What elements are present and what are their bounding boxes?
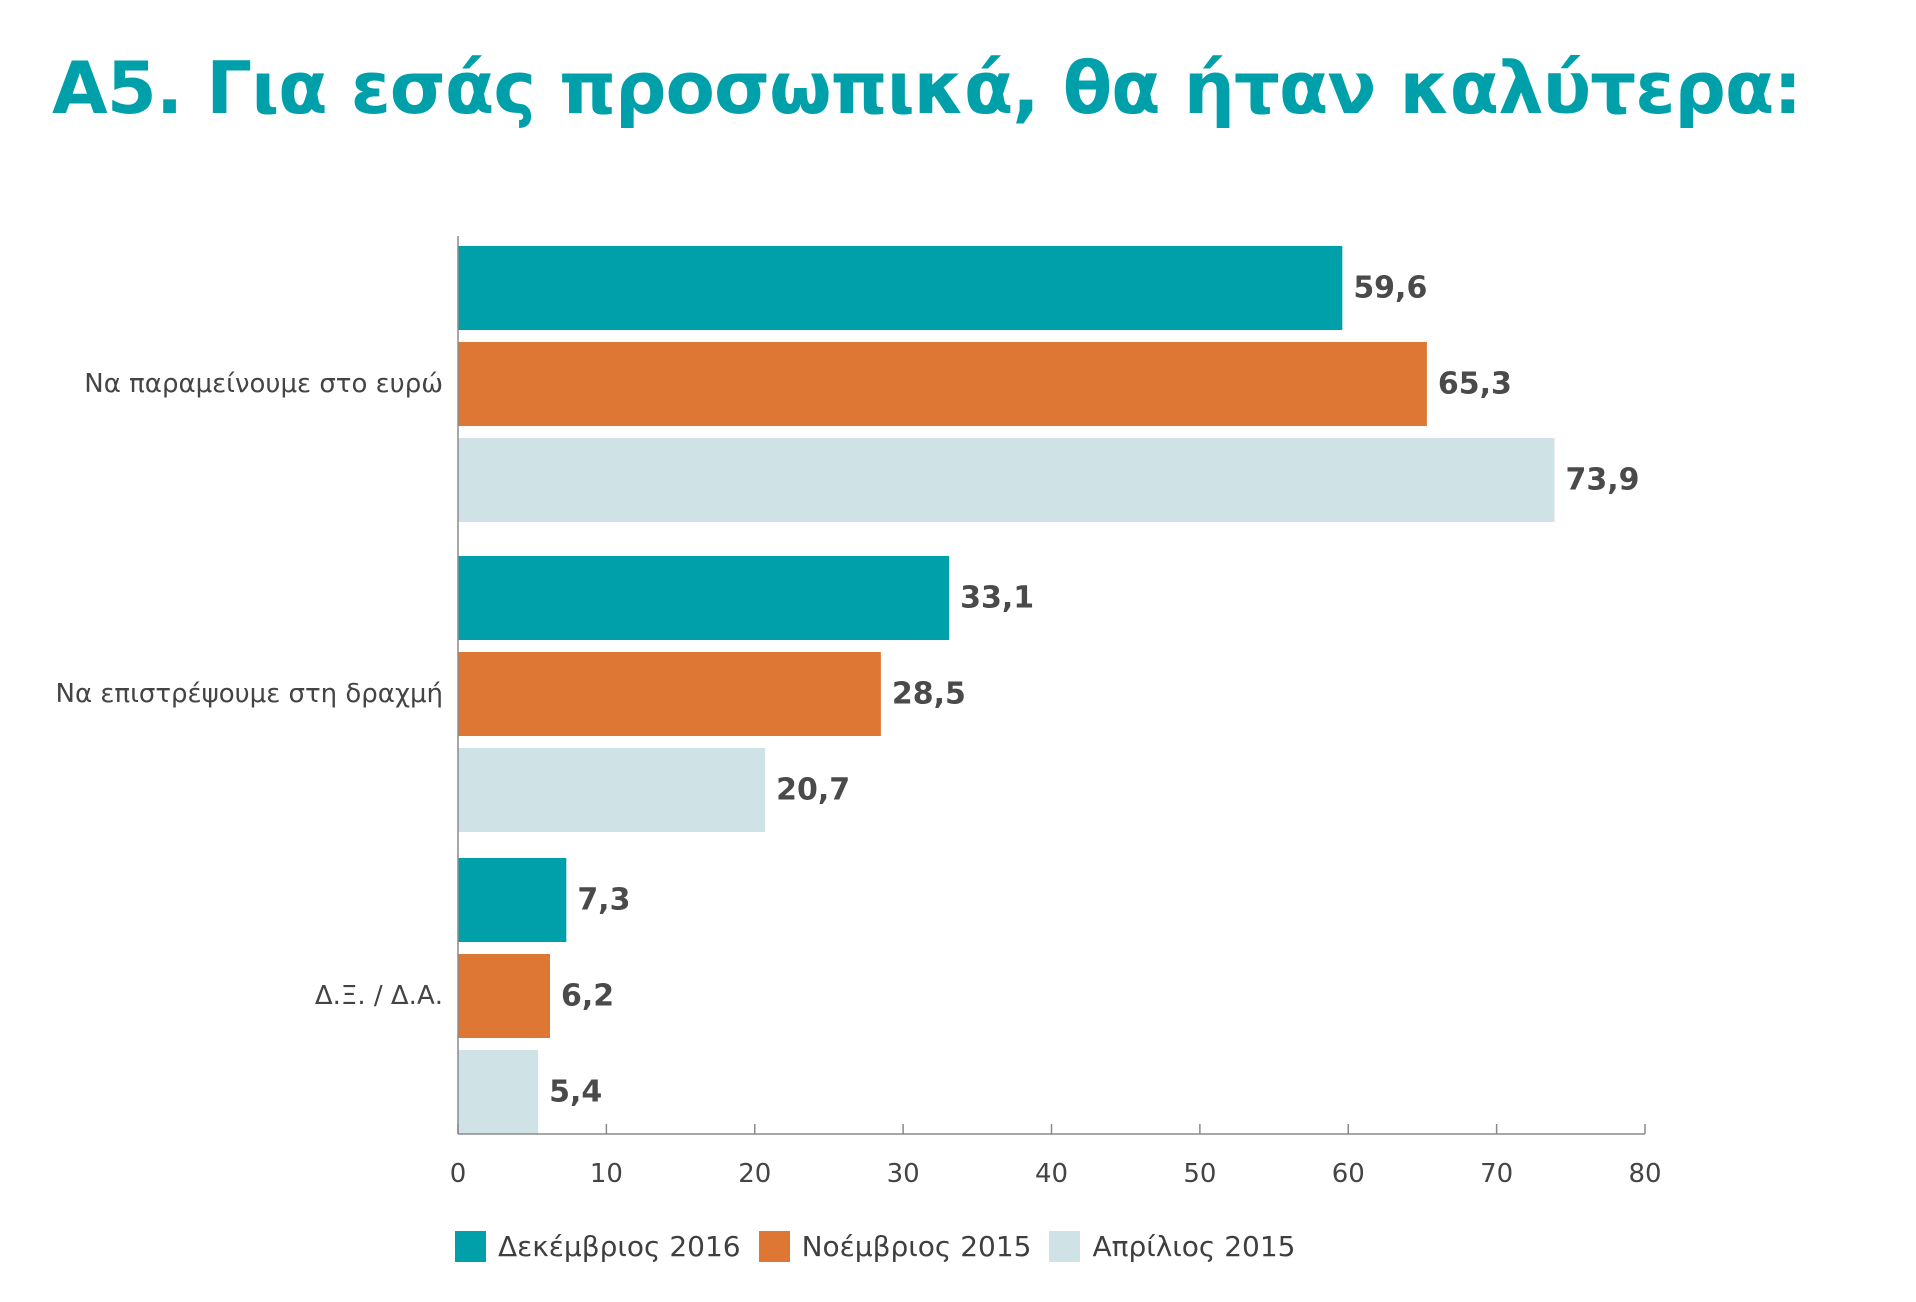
legend-swatch <box>455 1231 486 1262</box>
bar <box>458 954 550 1038</box>
legend-item: Απρίλιος 2015 <box>1049 1230 1296 1263</box>
bar <box>458 438 1555 522</box>
bar <box>458 342 1427 426</box>
data-label: 28,5 <box>892 677 966 712</box>
x-tick-label: 50 <box>1183 1159 1216 1189</box>
bar <box>458 652 881 736</box>
x-tick-label: 40 <box>1035 1159 1068 1189</box>
x-tick-label: 70 <box>1480 1159 1513 1189</box>
x-tick-label: 80 <box>1628 1159 1661 1189</box>
chart-title: Α5. Για εσάς προσωπικά, θα ήταν καλύτερα… <box>52 46 1802 130</box>
data-label: 6,2 <box>561 979 614 1014</box>
legend-item: Νοέμβριος 2015 <box>758 1230 1032 1263</box>
legend-swatch <box>1049 1231 1081 1262</box>
data-label: 5,4 <box>549 1075 602 1110</box>
bar <box>458 858 567 942</box>
data-label: 73,9 <box>1565 463 1639 498</box>
x-tick-label: 10 <box>590 1159 623 1189</box>
data-label: 7,3 <box>577 883 630 918</box>
bar <box>458 1050 539 1134</box>
legend-label: Δεκέμβριος 2016 <box>498 1230 741 1263</box>
data-label: 65,3 <box>1438 367 1512 402</box>
bar <box>458 748 766 832</box>
legend-item: Δεκέμβριος 2016 <box>455 1230 741 1263</box>
x-tick-label: 60 <box>1332 1159 1365 1189</box>
x-tick-label: 30 <box>887 1159 920 1189</box>
data-label: 33,1 <box>960 581 1034 616</box>
category-label: Να επιστρέψουμε στη δραχμή <box>56 679 443 709</box>
legend-label: Απρίλιος 2015 <box>1092 1230 1296 1263</box>
category-label: Δ.Ξ. / Δ.Α. <box>315 981 443 1011</box>
bar <box>458 246 1343 330</box>
data-label: 59,6 <box>1353 271 1427 306</box>
x-tick-label: 20 <box>738 1159 771 1189</box>
chart-legend: Δεκέμβριος 2016 Νοέμβριος 2015 Απρίλιος 20… <box>455 1230 1314 1263</box>
category-label: Να παραμείνουμε στο ευρώ <box>84 369 443 399</box>
bar <box>458 556 950 640</box>
legend-label: Νοέμβριος 2015 <box>801 1230 1032 1263</box>
legend-swatch <box>758 1231 790 1262</box>
x-tick-label: 0 <box>450 1159 467 1189</box>
data-label: 20,7 <box>776 773 850 808</box>
